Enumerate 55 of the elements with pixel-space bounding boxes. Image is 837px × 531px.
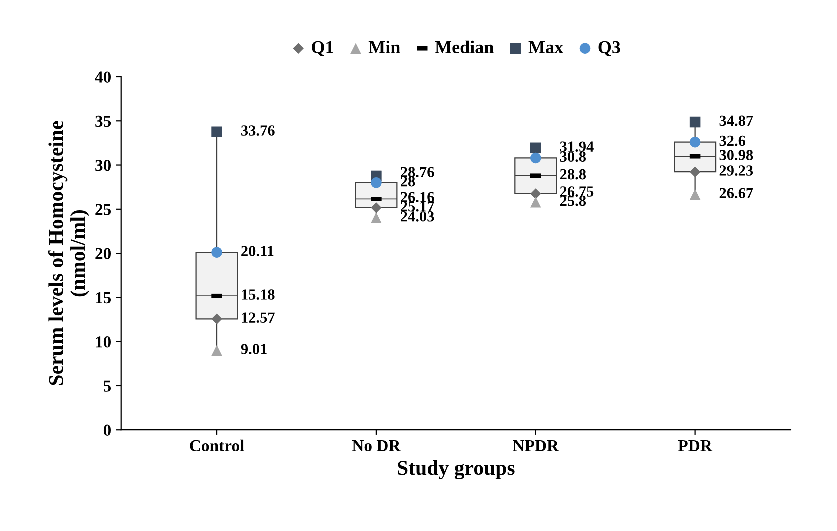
point (530, 152, 542, 164)
point (212, 345, 222, 356)
y-tick-label: 5 (104, 380, 112, 392)
data-label: 24.03 (401, 211, 434, 222)
point (530, 196, 542, 208)
point (371, 178, 382, 188)
data-label: 26.75 (560, 186, 594, 197)
data-label: 28.76 (401, 167, 434, 178)
legend-label: Median (435, 40, 494, 54)
data-label: 20.11 (242, 246, 274, 256)
data-label: 33.76 (242, 126, 275, 136)
data-label: 29.23 (720, 166, 754, 176)
y-tick-label: 20 (96, 248, 112, 260)
data-label: 9.01 (241, 344, 267, 354)
y-tick-label: 0 (104, 424, 112, 436)
data-label: 32.6 (720, 136, 746, 146)
data-label: 28 (401, 176, 416, 187)
data-label: 25.17 (401, 201, 434, 212)
point (690, 116, 701, 128)
data-label: 15.18 (242, 290, 275, 300)
data-label: 26.67 (720, 188, 754, 199)
point (690, 189, 701, 200)
data-label: 12.57 (242, 312, 275, 324)
x-tick-label: NPDR (513, 440, 560, 452)
point (371, 212, 382, 224)
x-tick-label: Control (190, 440, 244, 452)
y-tick-label: 30 (96, 160, 112, 172)
y-axis-title: Serum levels of Homocysteine (nmol/ml) (48, 121, 90, 386)
data-label: 28.8 (560, 169, 586, 180)
y-tick-label: 15 (96, 292, 112, 304)
y-tick-label: 40 (95, 72, 112, 83)
legend-label: Q1 (312, 41, 334, 56)
legend-label: Q3 (598, 41, 620, 56)
data-label: 34.87 (720, 116, 754, 126)
legend-label: Min (368, 40, 400, 54)
point (690, 136, 701, 148)
point (212, 247, 222, 258)
point (371, 202, 382, 214)
data-label: 25.8 (560, 196, 586, 206)
data-label: 30.8 (560, 152, 586, 162)
y-tick-label: 25 (96, 204, 112, 216)
data-label: 30.98 (720, 150, 754, 161)
y-tick-label: 10 (96, 336, 112, 348)
data-label: 26.16 (401, 192, 434, 203)
legend-label: Max (528, 42, 564, 54)
point (690, 166, 701, 178)
point (530, 142, 542, 154)
y-tick-label: 35 (96, 116, 112, 128)
point (212, 126, 222, 138)
x-tick-label: No DR (352, 440, 401, 452)
x-tick-label: PDR (678, 440, 713, 452)
point (530, 188, 542, 200)
data-label: 31.94 (560, 142, 594, 152)
x-axis-title: Study groups (398, 460, 515, 480)
point (212, 314, 222, 325)
